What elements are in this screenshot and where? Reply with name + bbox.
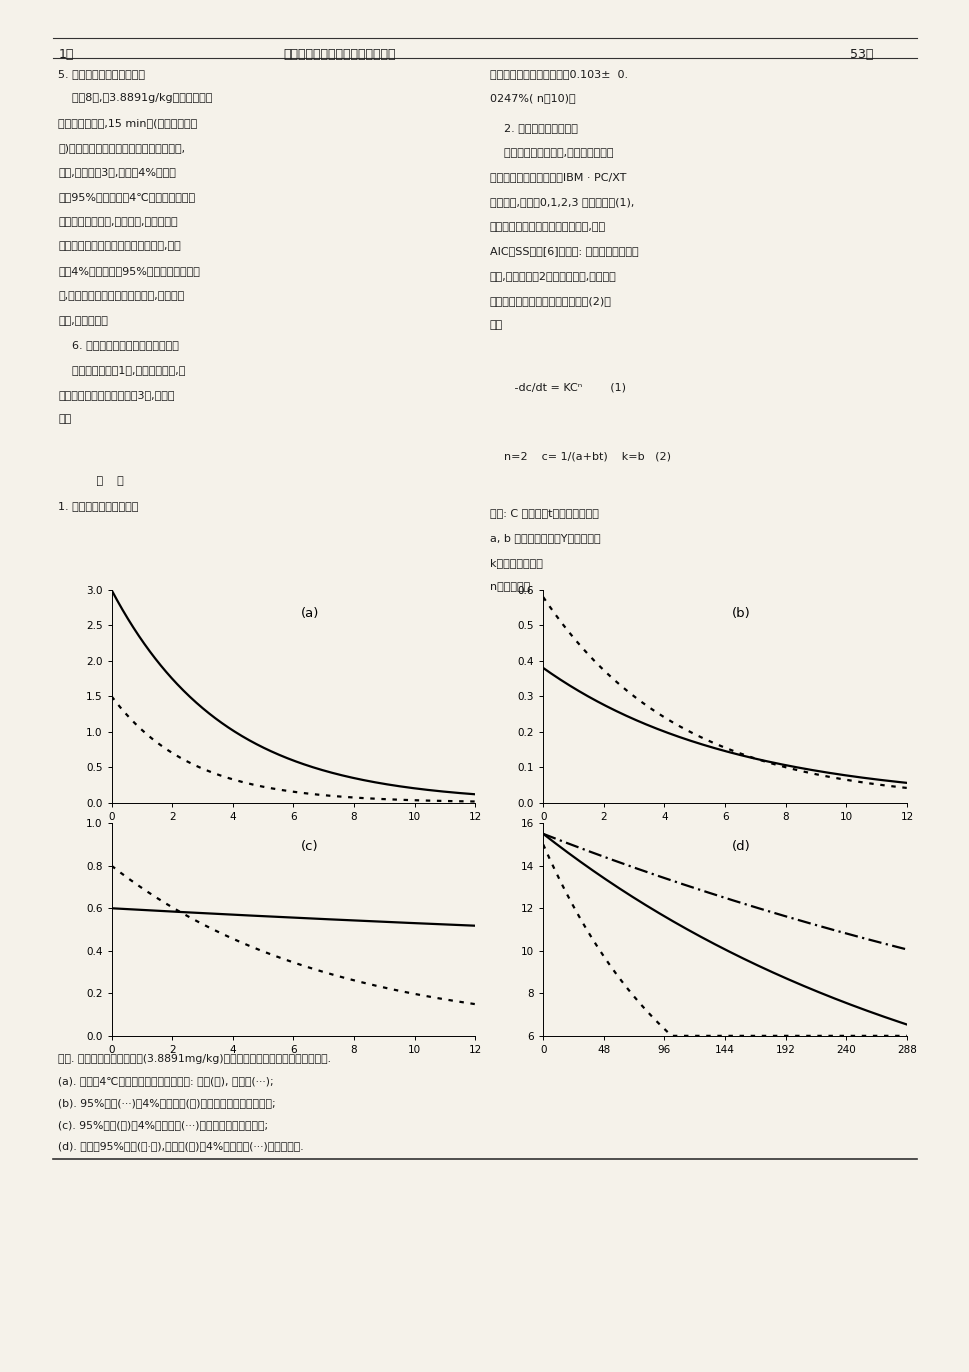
Text: 将乌头碱在不同条件,不同时间取材检: 将乌头碱在不同条件,不同时间取材检 xyxy=(489,148,612,158)
Text: k为反应速率常数: k为反应速率常数 xyxy=(489,557,543,568)
Text: 乌头碱在家兔检材中的降解动力学: 乌头碱在家兔检材中的降解动力学 xyxy=(283,48,395,60)
Text: 加到4%甲醛溶液、95%酒精溶液及蒸馏水: 加到4%甲醛溶液、95%酒精溶液及蒸馏水 xyxy=(58,266,200,276)
Text: AIC和SS检验[6]后表明: 乌头碱在检材中的: AIC和SS检验[6]后表明: 乌头碱在检材中的 xyxy=(489,247,638,257)
Text: (a). 保存在4℃冰箱中的乌头碱中毒检材: 肝脏(－), 凝血块(···);: (a). 保存在4℃冰箱中的乌头碱中毒检材: 肝脏(－), 凝血块(···); xyxy=(58,1076,273,1085)
Text: 计算机上,分别以0,1,2,3 级反应公式(1),: 计算机上,分别以0,1,2,3 级反应公式(1), xyxy=(489,198,634,207)
Text: 测。: 测。 xyxy=(58,414,72,424)
Text: 5. 乌头碱的动力学研究方法: 5. 乌头碱的动力学研究方法 xyxy=(58,69,145,78)
Text: 6. 检材固定液中乌头碱原形的测定: 6. 检材固定液中乌头碱原形的测定 xyxy=(58,340,179,350)
Text: 后按一定时间间隔,取材检验,计算毒物浓: 后按一定时间间隔,取材检验,计算毒物浓 xyxy=(58,217,177,226)
Text: 1. 短柄乌头生药测定结果: 1. 短柄乌头生药测定结果 xyxy=(58,501,139,510)
Text: 家兔8只,按3.8891g/kg的剂量灌服短: 家兔8只,按3.8891g/kg的剂量灌服短 xyxy=(58,93,212,103)
Text: 度。同时称取一定量的乌头碱标准品,分别: 度。同时称取一定量的乌头碱标准品,分别 xyxy=(58,241,181,251)
Text: (c): (c) xyxy=(300,840,318,853)
Text: 用非线性最小二乘法进行曲线拟合,并经: 用非线性最小二乘法进行曲线拟合,并经 xyxy=(489,222,606,232)
Text: (b). 95%酒精(···)和4%甲醛溶液(－)固定的乌头碱中毒凝血块;: (b). 95%酒精(···)和4%甲醛溶液(－)固定的乌头碱中毒凝血块; xyxy=(58,1098,275,1107)
Text: 53．: 53． xyxy=(849,48,872,60)
Text: 2. 乌头碱的动力学分析: 2. 乌头碱的动力学分析 xyxy=(489,123,578,133)
Text: n为反应级数: n为反应级数 xyxy=(489,582,529,593)
Text: 柄乌头块根粉末,15 min后(血药浓度达峰: 柄乌头块根粉末,15 min后(血药浓度达峰 xyxy=(58,118,198,128)
Text: 0247%( n＝10)。: 0247%( n＝10)。 xyxy=(489,93,575,103)
Text: 短柄乌头中乌头碱的含量为0.103±  0.: 短柄乌头中乌头碱的含量为0.103± 0. xyxy=(489,69,627,78)
Text: a, b 为每条指数线在Y轴上的截距: a, b 为每条指数线在Y轴上的截距 xyxy=(489,532,600,543)
Text: 1期: 1期 xyxy=(58,48,74,60)
Text: 降解,更适合表现2级动力学过程,检材中毒: 降解,更适合表现2级动力学过程,检材中毒 xyxy=(489,272,616,281)
Text: 取两种固定液各1份,与内标液混合,在: 取两种固定液各1份,与内标液混合,在 xyxy=(58,365,185,375)
Text: 式中: C 为检材中t时间的毒物浓度: 式中: C 为检材中t时间的毒物浓度 xyxy=(489,508,598,519)
Text: (d). 溶解于95%酒精(－·－),蒸馏水(－)和4%甲醛溶液(···)中的乌头碱.: (d). 溶解于95%酒精(－·－),蒸馏水(－)和4%甲醛溶液(···)中的乌… xyxy=(58,1142,303,1151)
Text: 中,与上述实验标本在同一环境下,不同时间: 中,与上述实验标本在同一环境下,不同时间 xyxy=(58,291,184,300)
Text: 剪碎,随机各分3组,分别用4%甲醛溶: 剪碎,随机各分3组,分别用4%甲醛溶 xyxy=(58,167,176,177)
Text: 物浓度的表达式可用双曲线函数式(2)表: 物浓度的表达式可用双曲线函数式(2)表 xyxy=(489,296,611,306)
Text: 值)迅速放血死亡。留取全部肝脏和凝血块,: 值)迅速放血死亡。留取全部肝脏和凝血块, xyxy=(58,143,185,152)
Text: 示。: 示。 xyxy=(489,321,503,331)
Text: -dc/dt = KCⁿ        (1): -dc/dt = KCⁿ (1) xyxy=(489,383,625,392)
Text: 验得到的毒物浓度数据在IBM · PC/XT: 验得到的毒物浓度数据在IBM · PC/XT xyxy=(489,173,626,182)
Text: 结    果: 结 果 xyxy=(58,476,124,486)
Text: 液、95%酒精固定及4℃冰箱放置。给药: 液、95%酒精固定及4℃冰箱放置。给药 xyxy=(58,192,195,202)
Text: 附图. 家兔灌服短柄乌头生药(3.8891mg/kg)后检材中乌头碱浓度的经时变化曲线.: 附图. 家兔灌服短柄乌头生药(3.8891mg/kg)后检材中乌头碱浓度的经时变… xyxy=(58,1054,330,1063)
Text: (c). 95%酒精(－)和4%甲醛溶液(···)固定的乌头碱中毒肝脏;: (c). 95%酒精(－)和4%甲醛溶液(···)固定的乌头碱中毒肝脏; xyxy=(58,1120,268,1129)
Text: (a): (a) xyxy=(300,606,319,620)
Text: 取材,进样检测。: 取材,进样检测。 xyxy=(58,316,108,325)
Text: 碱性条件下用乙醚连续提取3次,进样检: 碱性条件下用乙醚连续提取3次,进样检 xyxy=(58,390,174,399)
Text: (d): (d) xyxy=(732,840,750,853)
Text: n=2    c= 1/(a+bt)    k=b   (2): n=2 c= 1/(a+bt) k=b (2) xyxy=(489,451,671,461)
Text: (b): (b) xyxy=(732,606,750,620)
